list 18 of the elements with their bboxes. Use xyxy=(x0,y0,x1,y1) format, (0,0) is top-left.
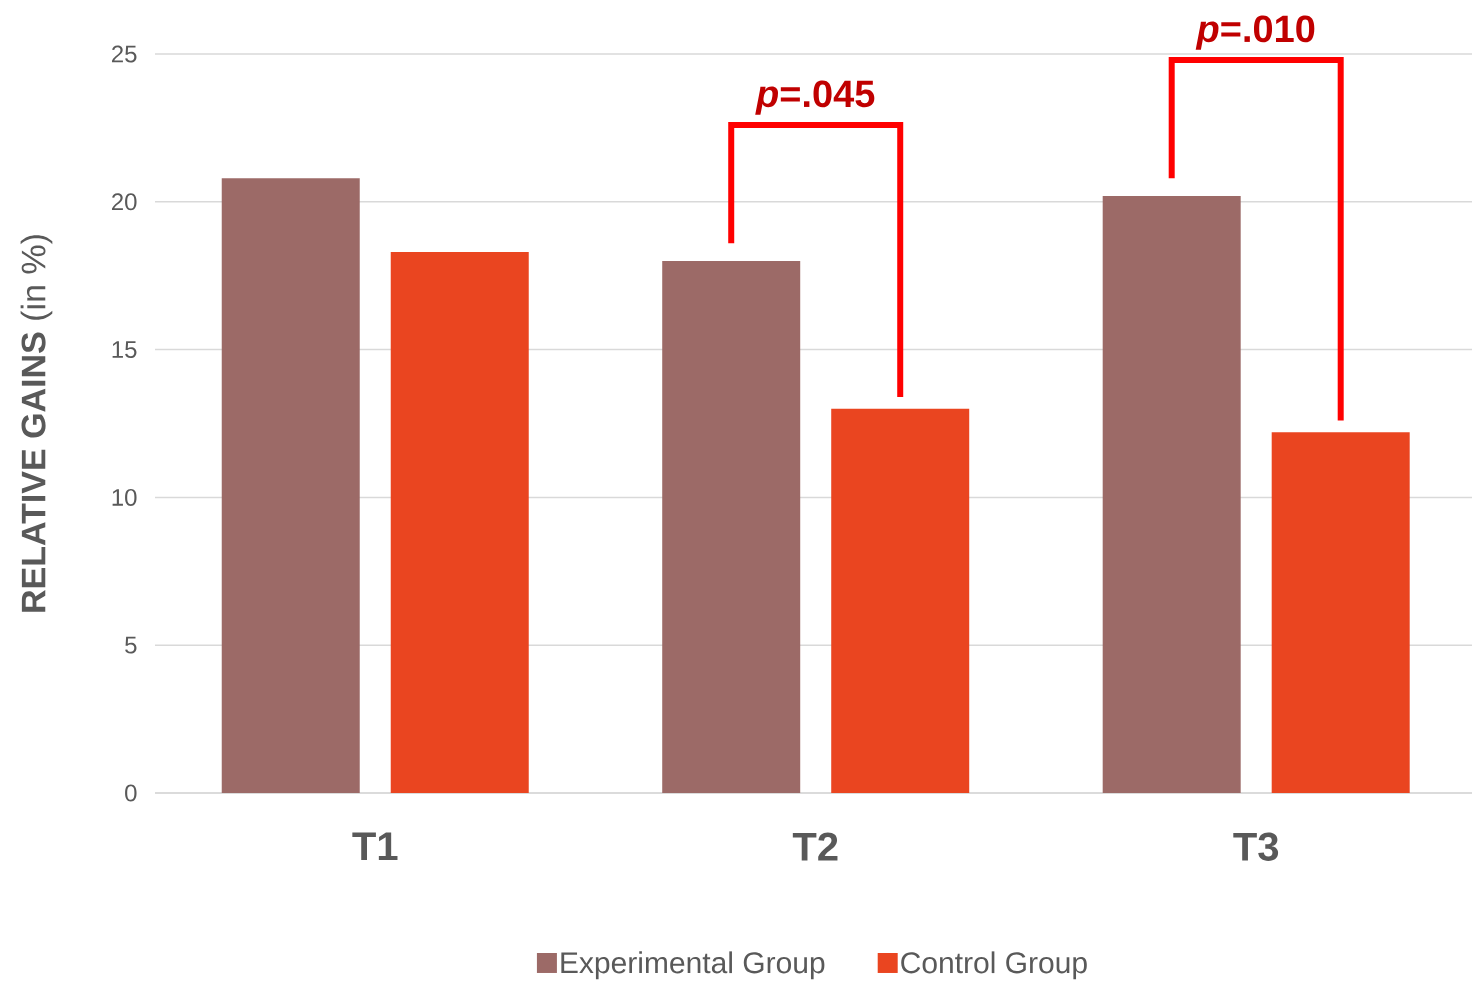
y-axis-title: RELATIVE GAINS (in %) xyxy=(20,235,53,612)
bar xyxy=(1271,432,1410,793)
bar xyxy=(221,178,360,793)
legend-label: Control Group xyxy=(901,951,1087,980)
y-tick-label: 10 xyxy=(112,488,137,506)
y-tick-label: 25 xyxy=(111,45,137,63)
bar xyxy=(390,252,529,793)
y-tick-label: 5 xyxy=(125,636,137,654)
legend-label: Experimental Group xyxy=(561,951,825,980)
bar xyxy=(831,408,970,793)
y-tick-label: 20 xyxy=(111,193,137,211)
x-tick-label: T1 xyxy=(352,832,398,861)
x-tick-label: T3 xyxy=(1233,832,1279,861)
text: p=.010 xyxy=(1195,15,1315,50)
y-tick-label: 0 xyxy=(125,784,137,802)
annotation: p=.045 xyxy=(755,80,875,115)
x-tick-label: T2 xyxy=(792,832,838,861)
y-tick-label: 15 xyxy=(112,341,137,358)
